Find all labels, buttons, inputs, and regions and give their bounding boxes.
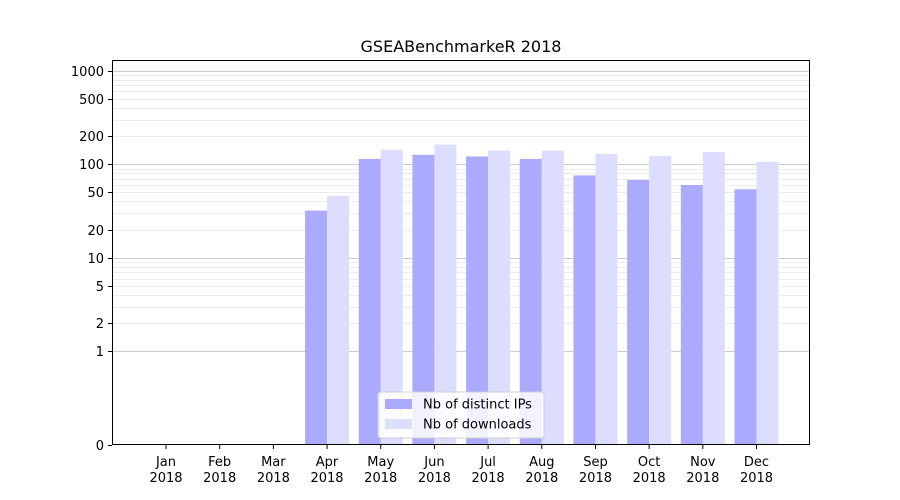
bars (305, 144, 779, 446)
x-tick-label: 2018 (310, 471, 343, 486)
x-tick-label: 2018 (257, 471, 290, 486)
bar-downloads (649, 156, 672, 445)
x-tick-label: Mar (261, 455, 286, 470)
x-tick-label: Feb (208, 455, 231, 470)
legend-label: Nb of downloads (423, 418, 532, 433)
legend-label: Nb of distinct IPs (423, 398, 532, 413)
x-tick-label: Aug (529, 455, 554, 470)
bar-downloads (756, 161, 779, 445)
bar-distinct-ips (680, 185, 703, 445)
bar-distinct-ips (573, 175, 596, 445)
x-tick-label: 2018 (740, 471, 773, 486)
bar-distinct-ips (734, 189, 757, 445)
y-tick-label: 100 (79, 158, 104, 173)
y-tick-label: 1000 (71, 65, 104, 80)
legend-swatch (385, 399, 412, 409)
bar-distinct-ips (627, 179, 650, 445)
y-tick-label: 0 (96, 439, 104, 454)
bar-downloads (595, 153, 618, 446)
x-tick-label: 2018 (472, 471, 505, 486)
y-tick-label: 500 (79, 93, 104, 108)
x-tick-label: 2018 (686, 471, 719, 486)
legend-swatch (385, 419, 412, 429)
y-tick-label: 1 (96, 345, 104, 360)
x-tick-label: Sep (583, 455, 608, 470)
x-tick-label: Nov (690, 455, 716, 470)
bar-downloads (488, 150, 511, 445)
y-tick-label: 200 (79, 130, 104, 145)
bar-downloads (380, 149, 403, 445)
y-tick-label: 10 (87, 252, 104, 267)
x-tick-label: 2018 (525, 471, 558, 486)
legend-box (377, 391, 545, 439)
x-tick-label: 2018 (633, 471, 666, 486)
x-axis-ticks: Jan2018Feb2018Mar2018Apr2018May2018Jun20… (149, 445, 773, 486)
plot-frame (112, 60, 810, 445)
y-tick-label: 5 (96, 280, 104, 295)
chart-title: GSEABenchmarkeR 2018 (361, 37, 562, 56)
x-tick-label: 2018 (203, 471, 236, 486)
legend: Nb of distinct IPs Nb of downloads (377, 391, 545, 439)
x-tick-label: 2018 (364, 471, 397, 486)
x-tick-label: Jul (479, 455, 496, 470)
y-tick-label: 20 (87, 224, 104, 239)
bar-distinct-ips (466, 156, 489, 446)
y-tick-label: 50 (87, 186, 104, 201)
bar-downloads (702, 152, 725, 445)
x-tick-label: Jan (155, 455, 176, 470)
bar-distinct-ips (358, 158, 381, 446)
bar-distinct-ips (305, 210, 328, 445)
bar-distinct-ips (412, 154, 435, 445)
bar-downloads (434, 144, 457, 445)
y-tick-label: 2 (96, 317, 104, 332)
y-axis-ticks: 0 1 2 5 10 20 50 100 200 500 1000 (71, 65, 112, 454)
x-tick-label: Jun (423, 455, 444, 470)
bar-downloads (327, 195, 350, 445)
x-tick-label: Dec (744, 455, 769, 470)
bar-distinct-ips (519, 158, 542, 446)
x-tick-label: 2018 (579, 471, 612, 486)
bar-downloads (541, 150, 564, 445)
x-tick-label: 2018 (418, 471, 451, 486)
x-tick-label: May (367, 455, 394, 470)
x-tick-label: 2018 (149, 471, 182, 486)
x-tick-label: Apr (316, 455, 339, 470)
x-tick-label: Oct (638, 455, 660, 470)
